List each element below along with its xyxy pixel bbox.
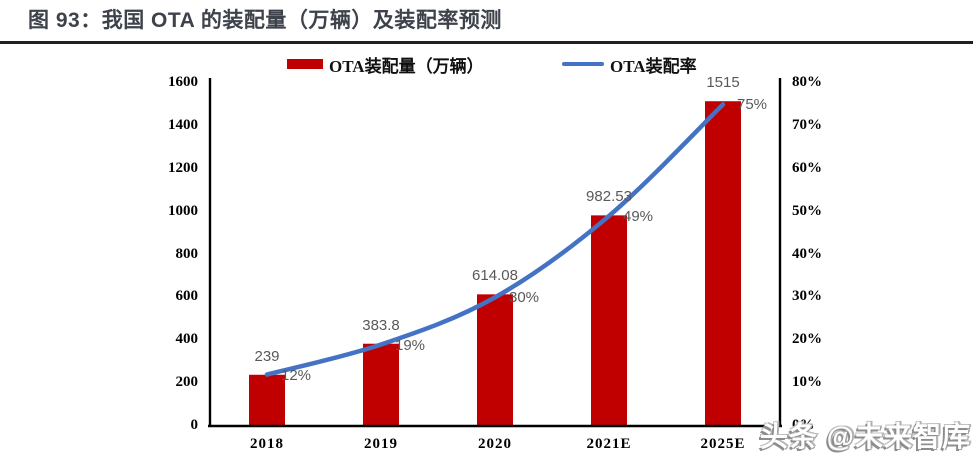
bar-value-label: 383.8 [362,316,400,334]
line-value-label: 30% [509,289,540,307]
x-axis-label-2020: 2020 [478,436,512,452]
legend-label-line-series: OTA装配率 [610,56,697,76]
y-axis-tick-left: 1200 [168,159,198,176]
x-axis-label-2025E: 2025E [700,436,746,452]
bar-value-label: 982.53 [586,188,632,206]
bar-value-label: 614.08 [472,267,518,285]
y-axis-tick-left: 600 [175,288,199,305]
y-axis-tick-right: 40% [792,245,822,262]
bar-2025E [705,101,741,427]
bar-2018 [249,374,285,426]
y-axis-tick-right: 60% [792,159,822,176]
line-value-label: 12% [281,366,312,384]
y-axis-tick-left: 1400 [168,116,198,133]
y-axis-tick-left: 800 [175,245,199,262]
line-series-swatch-icon [562,62,604,66]
y-axis-tick-left: 400 [175,331,199,348]
legend-label-bar-series: OTA装配量（万辆） [329,56,484,76]
x-axis-label-2019: 2019 [364,436,398,452]
y-axis-tick-right: 70% [792,116,822,133]
line-value-label: 19% [395,336,426,354]
y-axis-tick-left: 1600 [168,74,198,90]
watermark: 头条 @未来智库 [759,421,971,452]
y-axis-tick-right: 0% [792,417,815,433]
y-axis-tick-left: 0 [190,417,199,433]
bar-value-label: 1515 [706,74,740,92]
line-value-label: 75% [737,96,768,114]
bar-2019 [363,343,399,426]
chart-legend: OTA装配量（万辆） OTA装配率 [0,52,973,76]
y-axis-tick-right: 80% [792,74,822,90]
y-axis-tick-right: 20% [792,331,822,348]
y-axis-tick-left: 200 [175,374,199,391]
legend-item-bar-series: OTA装配量（万辆） [287,52,484,76]
chart-title: 图 93：我国 OTA 的装配量（万辆）及装配率预测 [28,9,502,32]
bar-value-label: 239 [254,347,280,365]
line-series-path [264,102,726,377]
legend-item-line-series: OTA装配率 [562,52,697,76]
bar-series-swatch-icon [287,59,323,69]
y-axis-tick-right: 30% [792,288,822,305]
y-axis-tick-right: 10% [792,374,822,391]
line-value-label: 49% [623,207,654,225]
bar-2020 [477,294,513,426]
x-axis-label-2021E: 2021E [586,436,632,452]
y-axis-tick-left: 1000 [168,202,198,219]
bar-2021E [591,215,627,426]
title-divider [0,41,973,44]
x-axis-label-2018: 2018 [250,436,284,452]
y-axis-tick-right: 50% [792,202,822,219]
